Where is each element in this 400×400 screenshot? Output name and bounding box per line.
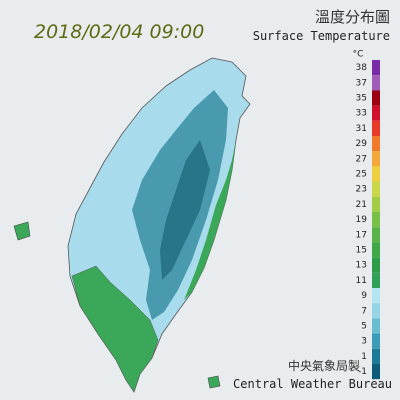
legend-tick-label: 31 [356,124,367,134]
legend-swatch [372,166,380,182]
legend-tick-label: 17 [356,230,367,240]
legend-swatch [372,303,380,319]
legend-swatch [372,90,380,106]
legend-swatch [372,257,380,273]
legend-tick-label: 23 [356,185,367,195]
legend-tick-label: 11 [356,276,367,286]
legend-tick-label: 15 [356,246,367,256]
legend-swatch [372,364,380,380]
agency: 中央氣象局製 [288,358,360,373]
penghu [13,221,31,241]
legend-swatch [372,348,380,364]
legend-swatch [372,242,380,258]
legend-swatch [372,272,380,288]
legend-swatch [372,120,380,136]
legend-tick-label: 37 [356,78,367,88]
legend-tick-label: 3 [361,337,367,347]
legend-swatch [372,318,380,334]
legend-tick-label: 7 [361,306,367,316]
legend-tick-label: 29 [356,139,368,149]
legend-swatch [372,288,380,304]
legend-tick-label: 21 [356,200,367,210]
legend-swatch [372,105,380,121]
legend-swatch [372,181,380,197]
legend-swatch [372,75,380,91]
agency-en: Central Weather Bureau [233,377,392,391]
legend-swatch [372,227,380,243]
legend-tick-label: 5 [361,322,367,332]
legend-swatch [372,151,380,167]
legend-swatch [372,136,380,152]
timestamp: 2018/02/04 09:00 [34,21,204,43]
legend-swatch [372,212,380,228]
legend-swatch [372,196,380,212]
legend-tick-label: 9 [361,291,367,301]
southwest-warm [71,265,159,393]
green-island [207,375,221,389]
legend-tick-label: 27 [356,154,367,164]
legend-tick-label: 33 [356,109,367,119]
legend-tick-label: 13 [356,261,367,271]
legend-tick-label: 35 [356,94,367,104]
legend-unit: °C [353,50,364,60]
legend-tick-label: 25 [356,170,367,180]
subtitle: Surface Temperature [253,29,390,43]
legend-tick-label: 1 [361,352,367,362]
legend-swatch [372,333,380,349]
taiwan [13,57,251,393]
legend-tick-label: 38 [356,63,368,73]
title: 溫度分布圖 [315,8,390,26]
mountain-peaks [160,140,210,280]
legend-tick-label: 19 [356,215,368,225]
legend-swatch [372,60,380,76]
legend-tick-label: -1 [358,367,367,377]
